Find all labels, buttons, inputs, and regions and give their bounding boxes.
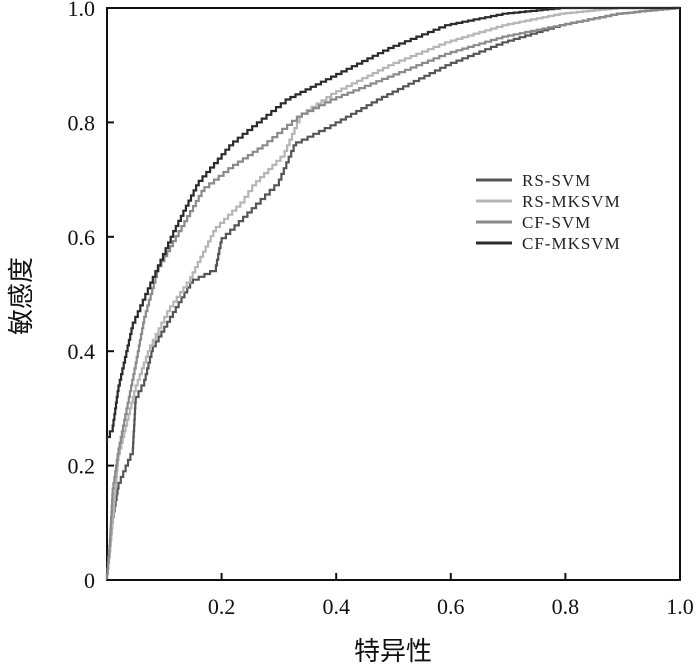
y-tick-label: 0 bbox=[84, 568, 95, 593]
y-tick-label: 0.2 bbox=[68, 454, 96, 479]
series-line-cf-svm bbox=[105, 6, 680, 580]
y-tick-label: 0.4 bbox=[68, 339, 96, 364]
x-tick-label: 0.8 bbox=[552, 594, 580, 619]
y-axis-label: 敏感度 bbox=[7, 257, 37, 335]
x-tick-label: 0.6 bbox=[437, 594, 465, 619]
x-tick-label: 1.0 bbox=[666, 594, 694, 619]
series-line-cf-mksvm bbox=[105, 6, 680, 443]
legend: RS-SVM RS-MKSVM CF-SVM CF-MKSVM bbox=[476, 171, 621, 253]
x-axis-label: 特异性 bbox=[354, 637, 432, 667]
y-tick-label: 0.6 bbox=[68, 225, 96, 250]
plot-frame bbox=[106, 7, 681, 581]
series-line-rs-mksvm bbox=[105, 6, 680, 580]
ticks: 0.2 0.4 0.6 0.8 1.0 0 0.2 0.4 0.6 0.8 1.0 bbox=[68, 0, 694, 619]
legend-label: RS-MKSVM bbox=[522, 192, 621, 211]
legend-label: CF-SVM bbox=[522, 213, 591, 232]
series-line-rs-svm bbox=[105, 6, 680, 580]
legend-label: CF-MKSVM bbox=[522, 234, 621, 253]
legend-label: RS-SVM bbox=[522, 171, 591, 190]
curves bbox=[105, 6, 680, 580]
x-tick-label: 0.4 bbox=[322, 594, 350, 619]
x-tick-label: 0.2 bbox=[208, 594, 236, 619]
y-tick-label: 1.0 bbox=[68, 0, 96, 21]
y-tick-label: 0.8 bbox=[68, 110, 96, 135]
